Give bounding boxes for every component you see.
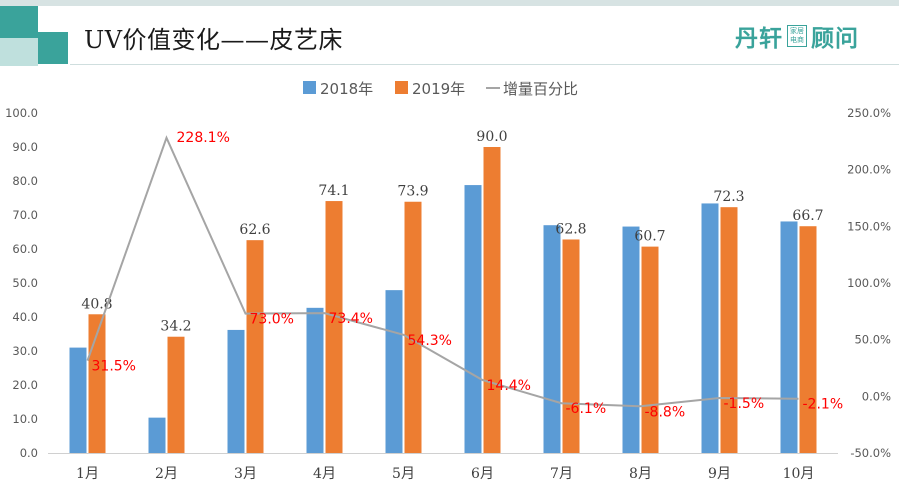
right-tick-label: 100.0% — [847, 276, 891, 290]
chart-title: UV价值变化——皮艺床 — [84, 26, 344, 54]
growth-value-label: 14.4% — [487, 378, 531, 394]
growth-value-label: -1.5% — [724, 396, 765, 412]
right-tick-label: 150.0% — [847, 219, 891, 233]
bar-2019-value-label: 73.9 — [397, 184, 428, 200]
bar-2018 — [306, 307, 324, 453]
bar-2019-value-label: 66.7 — [792, 208, 823, 224]
growth-value-label: 54.3% — [408, 333, 452, 349]
growth-value-label: -2.1% — [803, 397, 844, 413]
bar-2019-value-label: 72.3 — [713, 189, 744, 205]
bar-2019 — [483, 147, 501, 453]
right-tick-label: 250.0% — [847, 106, 891, 120]
brand-box-line2: 电商 — [790, 36, 804, 44]
legend-swatch — [395, 81, 408, 94]
left-tick-label: 0.0 — [20, 446, 38, 460]
growth-value-label: 73.0% — [250, 312, 294, 328]
growth-value-label: 228.1% — [177, 130, 230, 146]
bar-2018 — [227, 329, 245, 453]
bar-2018 — [701, 203, 719, 453]
bar-2019-value-label: 62.6 — [239, 222, 270, 238]
legend-entry: 增量百分比 — [503, 80, 578, 98]
right-tick-label: 0.0% — [862, 389, 891, 403]
left-tick-label: 10.0 — [12, 412, 38, 426]
brand-right: 顾问 — [811, 26, 859, 52]
bar-2019-value-label: 62.8 — [555, 221, 586, 237]
legend-entry: 2018年 — [320, 80, 373, 98]
bar-2019-value-label: 74.1 — [318, 183, 349, 199]
brand-box: 家居 电商 — [787, 25, 807, 47]
left-tick-label: 40.0 — [12, 310, 38, 324]
brand-logo: 丹轩 家居 电商 顾问 — [735, 20, 859, 52]
left-tick-label: 100.0 — [5, 106, 38, 120]
left-tick-label: 70.0 — [12, 208, 38, 222]
left-tick-label: 80.0 — [12, 174, 38, 188]
bar-2019 — [167, 336, 185, 453]
category-label: 6月 — [471, 466, 494, 482]
growth-value-label: -8.8% — [645, 404, 686, 420]
legend-swatch — [303, 81, 316, 94]
bar-2018 — [543, 225, 561, 453]
right-tick-label: -50.0% — [850, 446, 891, 460]
category-label: 3月 — [234, 466, 257, 482]
top-decor-bar — [0, 0, 899, 6]
category-label: 4月 — [313, 466, 336, 482]
bar-2019 — [246, 240, 264, 453]
bar-2019 — [720, 207, 738, 453]
growth-line — [86, 135, 799, 408]
left-tick-label: 30.0 — [12, 344, 38, 358]
bar-2018 — [464, 185, 482, 453]
legend-entry: 2019年 — [412, 80, 465, 98]
category-label: 10月 — [783, 466, 815, 482]
growth-value-label: 73.4% — [329, 311, 373, 327]
left-tick-label: 20.0 — [12, 378, 38, 392]
bar-2018 — [148, 417, 166, 453]
bar-2019 — [562, 239, 580, 453]
brand-box-line1: 家居 — [790, 27, 804, 35]
brand-left: 丹轩 — [735, 26, 783, 52]
bar-2019-value-label: 40.8 — [81, 296, 112, 312]
left-tick-label: 60.0 — [12, 242, 38, 256]
category-label: 9月 — [708, 466, 731, 482]
category-label: 2月 — [155, 466, 178, 482]
bar-2019-value-label: 34.2 — [160, 319, 191, 335]
bar-2019 — [799, 226, 817, 453]
category-label: 1月 — [76, 466, 99, 482]
bar-2018 — [622, 226, 640, 453]
left-tick-label: 90.0 — [12, 140, 38, 154]
decor-squares — [0, 6, 68, 66]
bar-2019 — [641, 246, 659, 453]
bar-2019 — [88, 314, 106, 453]
bar-2018 — [385, 290, 403, 453]
title-divider — [70, 64, 899, 65]
bar-2019-value-label: 90.0 — [476, 129, 507, 145]
bar-2018 — [780, 221, 798, 453]
category-label: 5月 — [392, 466, 415, 482]
left-tick-label: 50.0 — [12, 276, 38, 290]
bar-2019 — [325, 201, 343, 453]
bar-2019 — [404, 201, 422, 453]
right-tick-label: 50.0% — [854, 333, 891, 347]
bar-2019-value-label: 60.7 — [634, 229, 665, 245]
category-label: 7月 — [550, 466, 573, 482]
right-tick-label: 200.0% — [847, 163, 891, 177]
bar-2018 — [69, 347, 87, 453]
growth-value-label: -6.1% — [566, 401, 607, 417]
category-label: 8月 — [629, 466, 652, 482]
growth-value-label: 31.5% — [92, 359, 136, 375]
